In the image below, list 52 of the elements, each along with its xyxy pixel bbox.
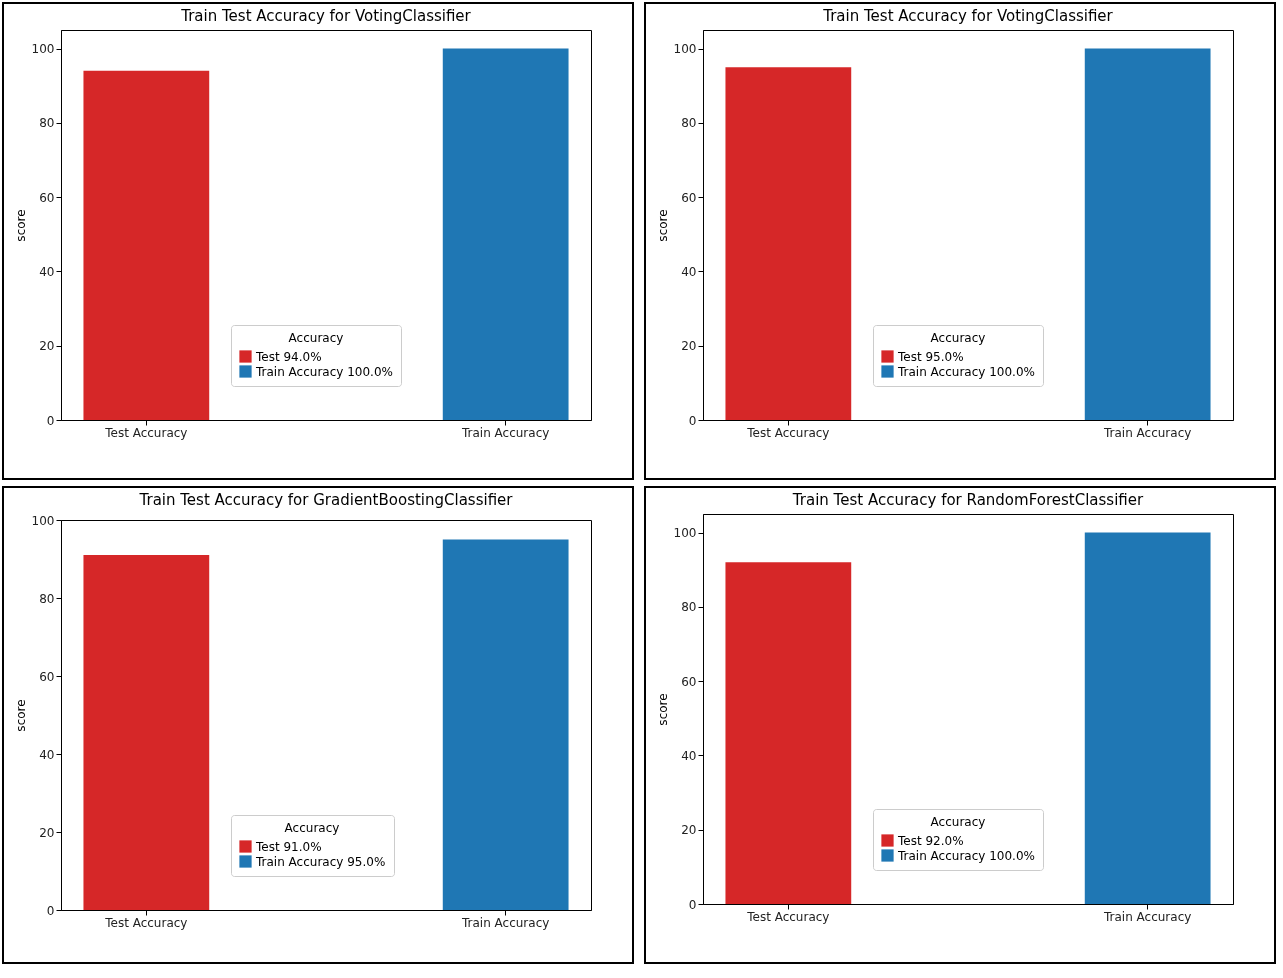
legend-title: Accuracy — [930, 331, 986, 345]
y-tick-label: 0 — [688, 897, 697, 912]
y-axis-title: score — [655, 209, 670, 242]
legend-label: Test 91.0% — [255, 839, 322, 854]
y-tick-label: 0 — [688, 413, 697, 428]
y-tick-label: 100 — [31, 513, 55, 528]
y-axis-title: score — [655, 693, 670, 726]
legend-label: Test 95.0% — [897, 349, 964, 364]
y-tick-label: 80 — [681, 600, 697, 615]
y-tick-label: 40 — [39, 747, 55, 762]
legend-title: Accuracy — [288, 331, 344, 345]
chart-title: Train Test Accuracy for RandomForestClassifier — [791, 491, 1144, 509]
y-tick-label: 60 — [681, 674, 697, 689]
y-tick-label: 20 — [39, 339, 55, 354]
chart-title: Train Test Accuracy for VotingClassifier — [180, 7, 472, 25]
x-tick-label: Train Accuracy — [1102, 425, 1192, 440]
y-axis-title: score — [13, 699, 28, 732]
legend-title: Accuracy — [284, 821, 340, 835]
y-tick-label: 100 — [673, 526, 697, 541]
x-tick-label: Train Accuracy — [460, 915, 550, 930]
y-axis-title: score — [13, 209, 28, 242]
y-tick-label: 80 — [681, 116, 697, 131]
y-tick-label: 0 — [46, 413, 55, 428]
y-tick-label: 60 — [39, 190, 55, 205]
x-tick-label: Train Accuracy — [1102, 909, 1192, 924]
x-tick-label: Test Accuracy — [746, 425, 830, 440]
legend-label: Test 94.0% — [255, 349, 322, 364]
y-tick-label: 0 — [46, 903, 55, 918]
chart-title: Train Test Accuracy for GradientBoostingClassifier — [138, 491, 514, 509]
y-tick-label: 20 — [681, 339, 697, 354]
legend-label: Train Accuracy 100.0% — [255, 364, 393, 379]
x-tick-label: Test Accuracy — [746, 909, 830, 924]
y-tick-label: 60 — [39, 669, 55, 684]
legend-label: Train Accuracy 100.0% — [897, 364, 1035, 379]
y-tick-label: 20 — [39, 825, 55, 840]
x-tick-label: Test Accuracy — [104, 915, 188, 930]
legend-title: Accuracy — [930, 815, 986, 829]
y-tick-label: 100 — [31, 42, 55, 57]
chart-title: Train Test Accuracy for VotingClassifier — [822, 7, 1114, 25]
legend-label: Train Accuracy 95.0% — [255, 854, 386, 869]
y-tick-label: 80 — [39, 591, 55, 606]
y-tick-label: 40 — [681, 748, 697, 763]
x-tick-label: Test Accuracy — [104, 425, 188, 440]
y-tick-label: 60 — [681, 190, 697, 205]
x-tick-label: Train Accuracy — [460, 425, 550, 440]
y-tick-label: 20 — [681, 823, 697, 838]
y-tick-label: 40 — [39, 264, 55, 279]
legend-label: Train Accuracy 100.0% — [897, 848, 1035, 863]
legend-label: Test 92.0% — [897, 833, 964, 848]
y-tick-label: 100 — [673, 42, 697, 57]
y-tick-label: 40 — [681, 264, 697, 279]
y-tick-label: 80 — [39, 116, 55, 131]
